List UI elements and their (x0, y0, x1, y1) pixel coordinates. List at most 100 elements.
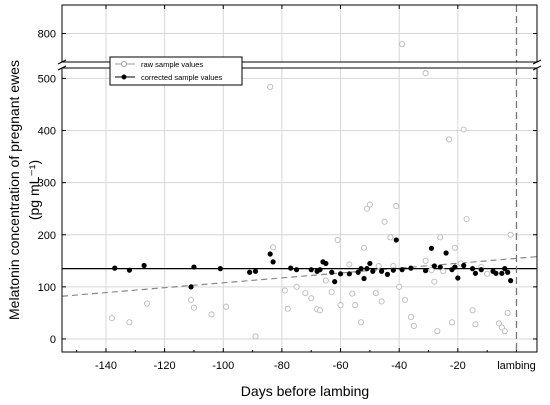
corrected-sample-point (443, 250, 449, 256)
corrected-sample-point (252, 268, 259, 274)
raw-sample-point (428, 267, 435, 274)
raw-sample-point (422, 70, 429, 77)
line-layer (61, 5, 538, 352)
corrected-sample-point (270, 259, 276, 265)
raw-sample-point (346, 261, 353, 268)
raw-sample-point (337, 302, 344, 309)
corrected-sample-point (288, 265, 294, 271)
y-axis-title-line2: (pg mL⁻¹) (26, 159, 42, 221)
corrected-sample-point (361, 275, 367, 282)
corrected-sample-point (355, 269, 361, 275)
axis-break-mark (532, 59, 542, 65)
raw-sample-point (302, 290, 309, 297)
legend-corrected-marker (121, 74, 127, 80)
corrected-sample-point (188, 284, 194, 290)
raw-sample-point (267, 83, 274, 90)
corrected-sample-point (378, 268, 385, 274)
corrected-sample-point (422, 268, 429, 274)
corrected-sample-point (267, 251, 273, 257)
corrected-sample-point (390, 267, 396, 273)
corrected-sample-point (502, 266, 508, 272)
raw-sample-point (187, 296, 195, 303)
raw-sample-point (402, 296, 409, 303)
corrected-sample-point (455, 275, 461, 281)
axis-break-mark (57, 59, 67, 65)
x-axis-title: Days before lambing (240, 383, 370, 399)
raw-sample-point (328, 289, 335, 296)
lambing-label: lambing (497, 360, 536, 372)
y-tick-label: 500 (38, 73, 56, 85)
corrected-sample-point (217, 266, 223, 272)
corrected-sample-point (393, 237, 399, 243)
corrected-sample-point (469, 266, 476, 272)
raw-sample-point (284, 305, 291, 312)
x-tick-label: -40 (391, 360, 407, 372)
lower-panel-frame (61, 67, 538, 353)
corrected-sample-point (384, 271, 391, 277)
y-tick-label: 800 (38, 29, 56, 41)
raw-sample-point (190, 304, 197, 311)
point-layer (108, 41, 514, 340)
raw-sample-point (316, 307, 324, 314)
raw-sample-point (381, 218, 388, 225)
corrected-sample-point (505, 269, 511, 275)
raw-sample-point (410, 322, 417, 329)
raw-sample-point (507, 231, 514, 238)
x-tick-label: -140 (95, 360, 117, 372)
corrected-sample-point (358, 266, 364, 272)
raw-sample-point (252, 333, 259, 340)
axis-break-mark (57, 65, 67, 71)
corrected-sample-point (499, 270, 505, 276)
y-axis-title-line1: Melatonin concentration of pregnant ewes (6, 60, 22, 320)
legend-raw-label: raw sample values (141, 60, 203, 69)
corrected-sample-point (399, 267, 405, 273)
corrected-sample-point (437, 264, 443, 270)
x-tick-label: -60 (333, 360, 349, 372)
raw-sample-point (108, 315, 115, 322)
corrected-sample-point (367, 260, 373, 267)
tick-layer: 0 100 200 300 400 500 800 -140 -120 -100 -80 -60 -40… (38, 5, 537, 372)
raw-sample-point (293, 283, 300, 290)
legend: raw sample values corrected sample value… (109, 56, 243, 86)
raw-sample-point (366, 201, 373, 208)
raw-sample-point (358, 319, 365, 326)
raw-sample-point (270, 244, 277, 251)
x-tick-label: -100 (212, 360, 234, 372)
corrected-sample-point (508, 278, 514, 284)
corrected-sample-point (493, 270, 499, 276)
corrected-sample-point (431, 263, 437, 269)
corrected-sample-point (191, 264, 197, 270)
raw-sample-point (495, 320, 502, 327)
raw-sample-point (372, 290, 379, 297)
y-tick-label: 0 (50, 334, 56, 346)
corrected-sample-point (408, 265, 414, 271)
legend-raw-marker (121, 61, 127, 67)
corrected-sample-point (478, 267, 484, 273)
corrected-sample-point (308, 267, 314, 273)
raw-sample-point (463, 216, 470, 223)
raw-sample-point (469, 307, 476, 314)
raw-sample-point (352, 302, 359, 309)
raw-sample-point (460, 126, 467, 133)
raw-sample-point (322, 277, 329, 284)
raw-sample-point (360, 244, 368, 251)
raw-sample-point (504, 309, 511, 316)
y-tick-label: 400 (38, 126, 56, 138)
corrected-sample-point (364, 266, 370, 272)
y-axis-title: Melatonin concentration of pregnant ewes… (2, 40, 46, 340)
raw-sample-point (440, 268, 447, 275)
corrected-sample-point (317, 267, 323, 273)
corrected-sample-point (323, 260, 329, 267)
raw-sample-point (393, 203, 400, 210)
grid-layer (62, 5, 537, 352)
axis-break-mark (532, 65, 542, 71)
corrected-sample-point (428, 245, 435, 251)
corrected-sample-point (247, 269, 253, 275)
raw-sample-point (223, 303, 230, 310)
x-tick-label: -20 (450, 360, 466, 372)
raw-sample-point (431, 278, 438, 285)
raw-sample-point (308, 295, 315, 302)
raw-sample-point (387, 234, 394, 241)
raw-sample-point (422, 257, 429, 264)
